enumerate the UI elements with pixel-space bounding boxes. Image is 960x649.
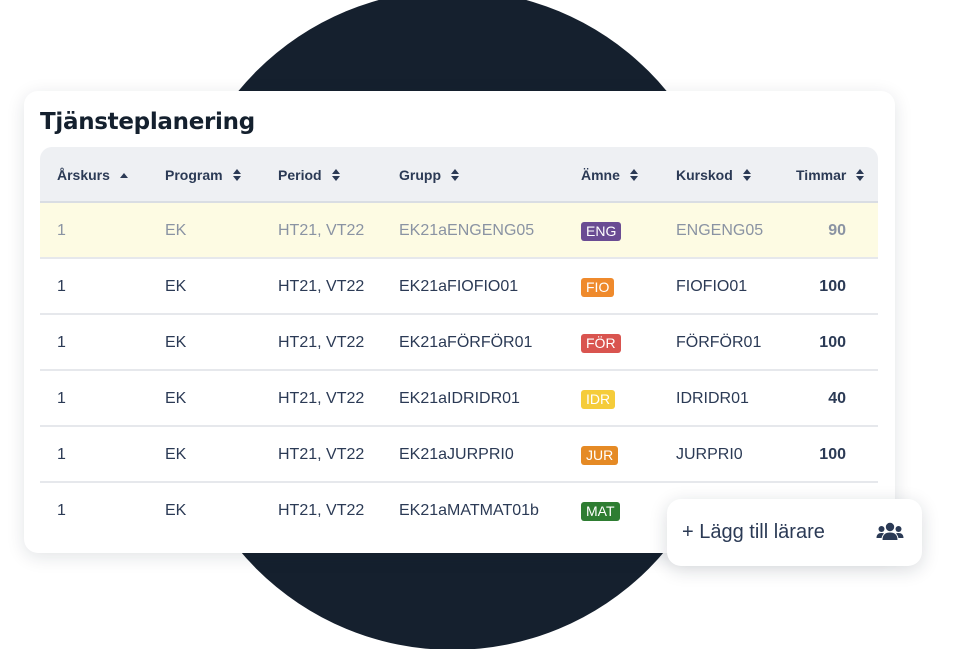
column-label: Årskurs (57, 167, 110, 183)
cell-arskurs: 1 (57, 334, 66, 351)
cell-amne: JUR (581, 427, 619, 483)
column-label: Period (278, 167, 322, 183)
cell-arskurs: 1 (57, 278, 66, 295)
cell-amne: MAT (581, 483, 620, 539)
cell-program: EK (165, 278, 187, 295)
table-row[interactable]: 1 EK HT21, VT22 EK21aJURPRI0 JURPRI0 JUR 100 (40, 427, 878, 483)
table-row[interactable]: 1 EK HT21, VT22 EK21aFIOFIO01 FIOFIO01 FIO 100 (40, 259, 878, 315)
cell-program: EK (165, 502, 187, 519)
cell-grupp: EK21aMATMAT01b (399, 502, 539, 519)
cell-timmar: 90 (828, 222, 846, 239)
card-title: Tjänsteplanering (40, 109, 255, 135)
cell-arskurs: 1 (57, 446, 66, 463)
cell-grupp: EK21aFÖRFÖR01 (399, 334, 533, 351)
column-header-period[interactable]: Period (278, 147, 340, 203)
cell-amne: FIO (581, 259, 615, 315)
cell-period: HT21, VT22 (278, 502, 365, 519)
cell-program: EK (165, 390, 187, 407)
cell-grupp: EK21aJURPRI0 (399, 446, 514, 463)
table-row[interactable]: 1 EK HT21, VT22 EK21aMATMAT01b MAT (40, 483, 878, 539)
cell-arskurs: 1 (57, 502, 66, 519)
cell-arskurs: 1 (57, 222, 66, 239)
cell-grupp: EK21aENGENG05 (399, 222, 535, 239)
column-label: Program (165, 167, 223, 183)
cell-amne: IDR (581, 371, 616, 427)
cell-program: EK (165, 334, 187, 351)
sort-icon[interactable] (451, 169, 459, 181)
table-body: 1 EK HT21, VT22 EK21aENGENG05 ENGENG05 ENG 90 1… (40, 203, 878, 539)
column-label: Kurskod (676, 167, 733, 183)
column-label: Timmar (796, 167, 847, 183)
cell-timmar: 100 (819, 278, 846, 295)
column-label: Grupp (399, 167, 441, 183)
cell-kurskod: FIOFIO01 (676, 278, 748, 295)
users-icon (876, 522, 904, 540)
table-row[interactable]: 1 EK HT21, VT22 EK21aENGENG05 ENGENG05 ENG 90 (40, 203, 878, 259)
tjansteplanering-card: Tjänsteplanering Årskurs Program Period … (24, 91, 895, 553)
column-header-kurskod[interactable]: Kurskod (676, 147, 751, 203)
sort-icon[interactable] (856, 169, 865, 181)
column-label: Ämne (581, 167, 620, 183)
table-row[interactable]: 1 EK HT21, VT22 EK21aFÖRFÖR01 FÖRFÖR01 FÖR 100 (40, 315, 878, 371)
subject-badge: FÖR (581, 333, 621, 353)
add-teacher-label: + Lägg till lärare (682, 521, 825, 543)
cell-grupp: EK21aFIOFIO01 (399, 278, 519, 295)
cell-period: HT21, VT22 (278, 334, 365, 351)
cell-kurskod: ENGENG05 (676, 222, 764, 239)
cell-period: HT21, VT22 (278, 278, 365, 295)
subject-badge: JUR (581, 445, 619, 465)
cell-kurskod: FÖRFÖR01 (676, 334, 762, 351)
sort-ascending-icon[interactable] (119, 172, 128, 178)
cell-program: EK (165, 222, 187, 239)
cell-period: HT21, VT22 (278, 446, 365, 463)
cell-amne: ENG (581, 203, 622, 259)
subject-badge: ENG (581, 221, 622, 241)
cell-program: EK (165, 446, 187, 463)
sort-icon[interactable] (331, 169, 340, 181)
sort-icon[interactable] (629, 169, 638, 181)
cell-timmar: 100 (819, 334, 846, 351)
table-header: Årskurs Program Period Grupp Ämne Kursko… (40, 147, 878, 203)
subject-badge: MAT (581, 501, 620, 521)
cell-period: HT21, VT22 (278, 222, 365, 239)
cell-timmar: 100 (819, 446, 846, 463)
table-row[interactable]: 1 EK HT21, VT22 EK21aIDRIDR01 IDRIDR01 IDR 40 (40, 371, 878, 427)
cell-arskurs: 1 (57, 390, 66, 407)
column-header-program[interactable]: Program (165, 147, 241, 203)
sort-icon[interactable] (232, 169, 241, 181)
add-teacher-button[interactable]: + Lägg till lärare (667, 499, 922, 566)
cell-amne: FÖR (581, 315, 621, 371)
cell-kurskod: JURPRI0 (676, 446, 743, 463)
cell-grupp: EK21aIDRIDR01 (399, 390, 520, 407)
subject-badge: IDR (581, 389, 616, 409)
cell-kurskod: IDRIDR01 (676, 390, 749, 407)
cell-period: HT21, VT22 (278, 390, 365, 407)
column-header-arskurs[interactable]: Årskurs (57, 147, 128, 203)
planning-table: Årskurs Program Period Grupp Ämne Kursko… (40, 147, 878, 539)
subject-badge: FIO (581, 277, 615, 297)
column-header-grupp[interactable]: Grupp (399, 147, 459, 203)
column-header-timmar[interactable]: Timmar (796, 147, 865, 203)
sort-icon[interactable] (742, 169, 751, 181)
cell-timmar: 40 (828, 390, 846, 407)
column-header-amne[interactable]: Ämne (581, 147, 638, 203)
